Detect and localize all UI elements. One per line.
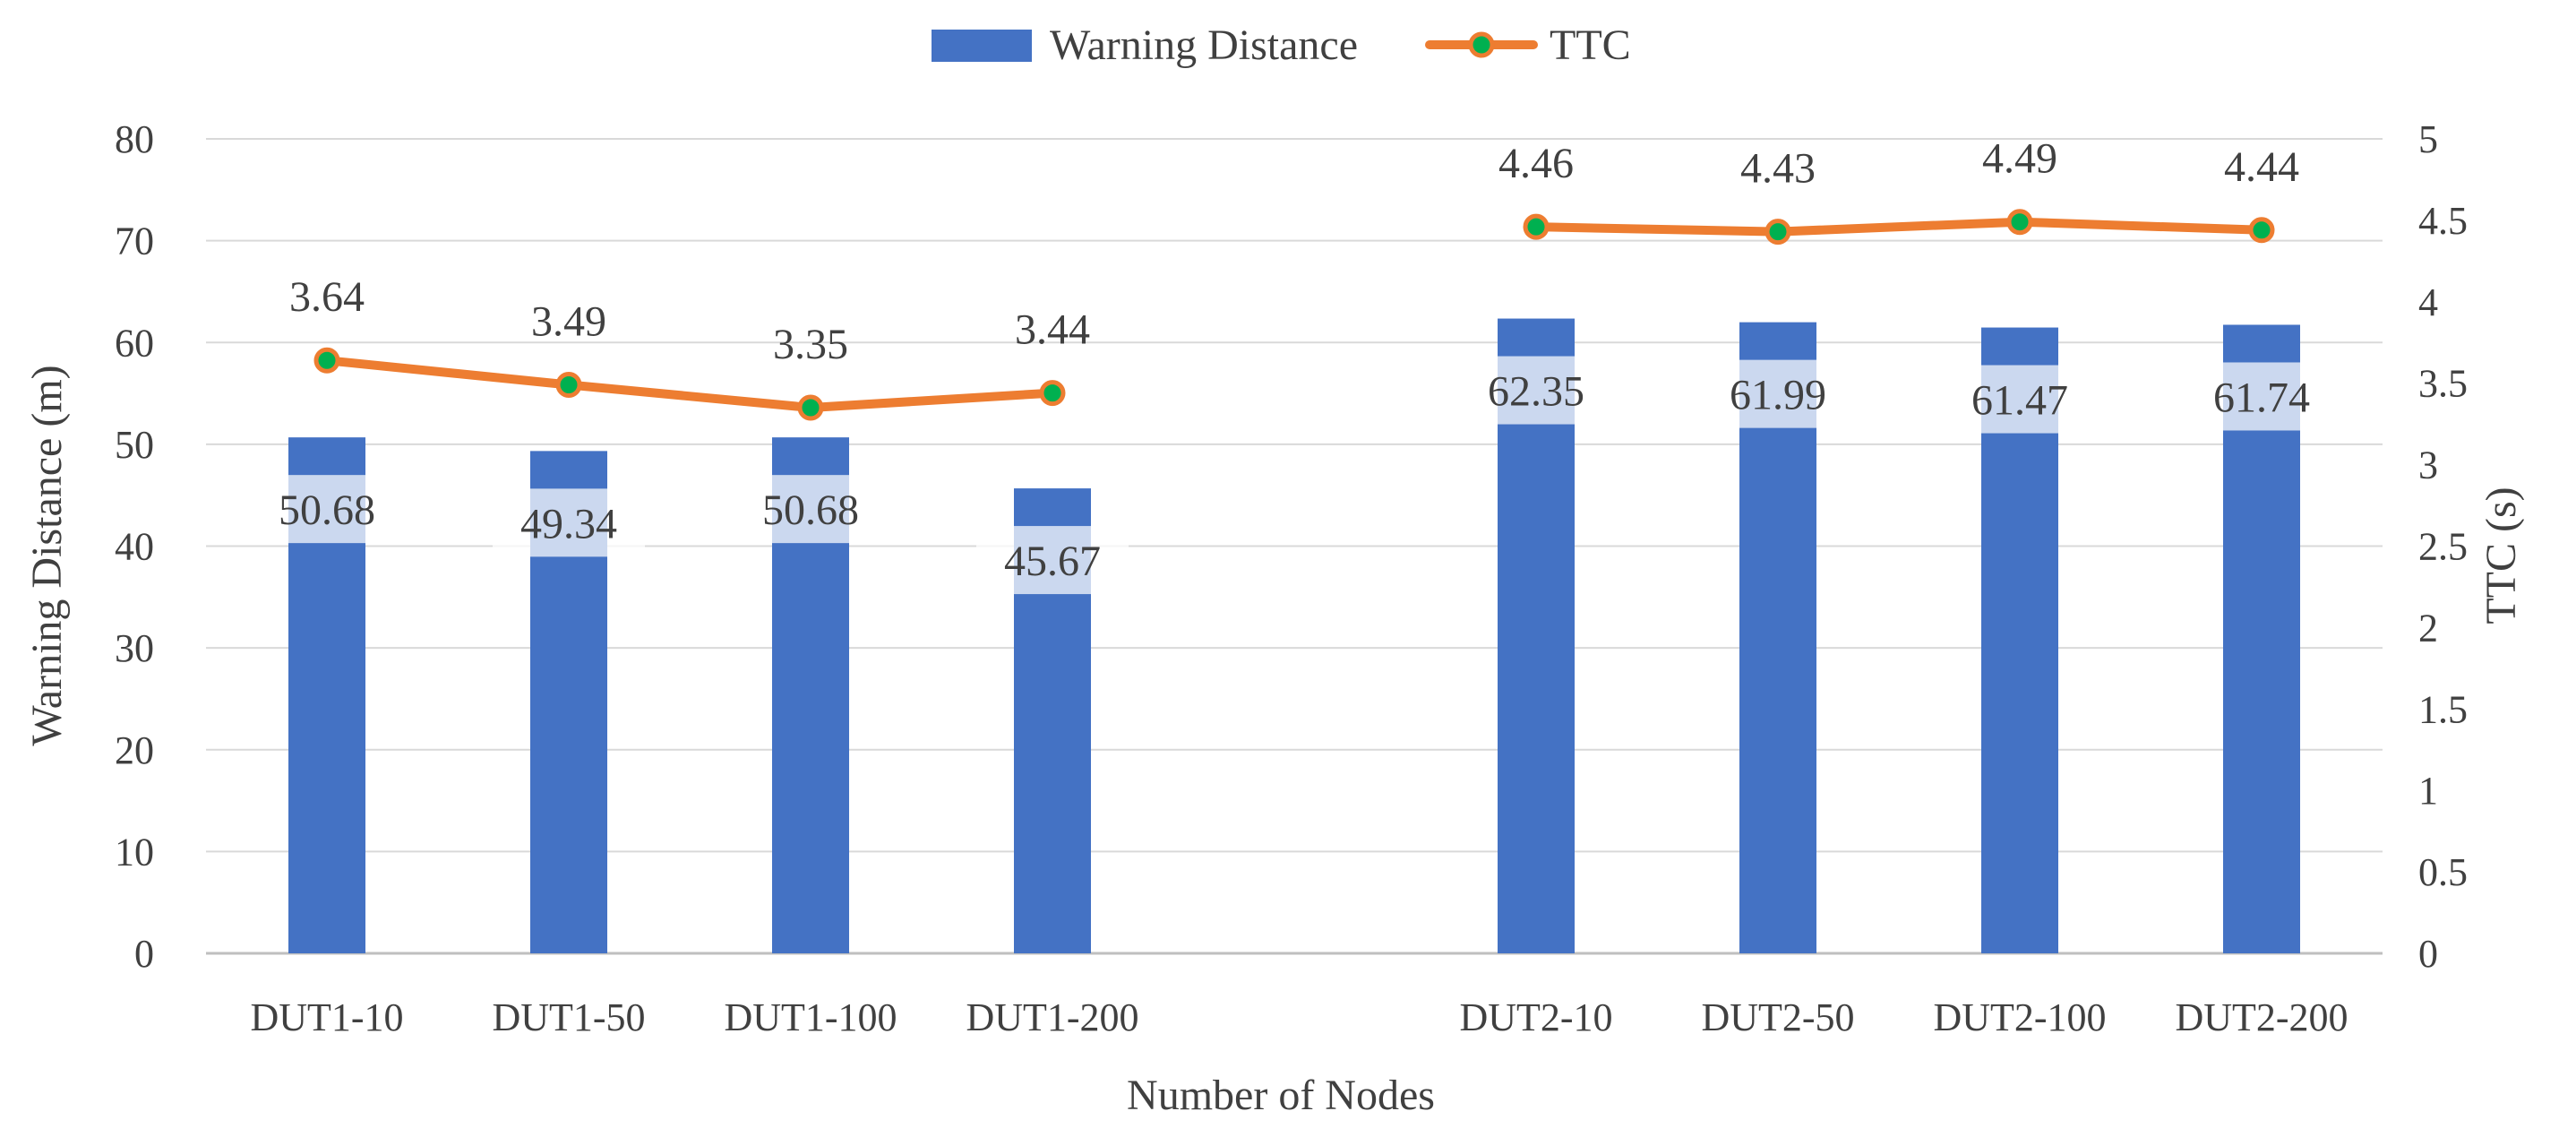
y2-tick-label: 3 xyxy=(2418,444,2438,487)
y2-axis-title: TTC (s) xyxy=(2477,487,2525,624)
ttc-line xyxy=(1532,217,2266,237)
y-tick-label: 10 xyxy=(115,830,154,874)
legend-swatch-warning-distance xyxy=(932,30,1032,62)
ttc-point xyxy=(313,347,340,374)
bar-data-label: 61.74 xyxy=(2213,374,2310,421)
ttc-point xyxy=(797,394,824,421)
y-tick-label: 40 xyxy=(115,525,154,569)
ttc-data-label: 4.43 xyxy=(1740,145,1816,193)
ttc-data-label: 4.44 xyxy=(2224,143,2299,191)
x-tick-label: DUT2-100 xyxy=(1933,995,2106,1039)
bar-data-label: 61.47 xyxy=(1971,377,2068,425)
bar-label-background xyxy=(251,475,403,544)
ttc-line xyxy=(322,356,1057,412)
y-tick-label: 30 xyxy=(115,626,154,670)
bar-label-background xyxy=(1702,359,1854,428)
y-tick-label: 50 xyxy=(115,423,154,467)
bar-label-background xyxy=(1944,365,2096,434)
x-axis-title: Number of Nodes xyxy=(1127,1072,1435,1119)
x-tick-label: DUT1-10 xyxy=(250,995,403,1039)
y2-tick-label: 1.5 xyxy=(2418,687,2468,731)
y-tick-label: 60 xyxy=(115,321,154,365)
bar xyxy=(1498,318,1575,954)
y2-tick-label: 1 xyxy=(2418,769,2438,813)
bar-data-label: 45.67 xyxy=(1004,538,1101,585)
ttc-point xyxy=(2006,209,2033,236)
bar-label-background xyxy=(2185,362,2338,431)
y-axis-title: Warning Distance (m) xyxy=(23,365,71,745)
y2-tick-label: 0 xyxy=(2418,932,2438,976)
bar-data-label: 50.68 xyxy=(279,487,375,534)
x-tick-label: DUT2-200 xyxy=(2175,995,2348,1039)
ttc-data-label: 4.46 xyxy=(1498,140,1574,187)
x-tick-label: DUT2-50 xyxy=(1701,995,1854,1039)
bar-series: 50.68 49.34 50.68 45.67 62.35 61.99 61.47 61.74 xyxy=(251,318,2338,954)
bar-label-background xyxy=(734,475,887,544)
bar-data-label: 62.35 xyxy=(1488,368,1584,416)
ttc-point xyxy=(2248,217,2275,244)
legend-label-warning-distance: Warning Distance xyxy=(1050,22,1358,69)
legend-marker-ttc xyxy=(1468,31,1495,58)
bar-label-background xyxy=(493,488,645,557)
y2-tick-label: 5 xyxy=(2418,117,2438,161)
ttc-data-label: 3.44 xyxy=(1015,306,1090,354)
bar-data-label: 49.34 xyxy=(520,500,617,547)
bar-data-label: 61.99 xyxy=(1730,372,1826,419)
bar-data-label: 50.68 xyxy=(762,487,859,534)
bar-label-background xyxy=(1460,356,1612,425)
ttc-data-label: 3.49 xyxy=(531,298,606,346)
x-tick-label: DUT1-50 xyxy=(492,995,645,1039)
ttc-point xyxy=(1039,380,1066,407)
legend: Warning Distance TTC xyxy=(932,22,1631,69)
ttc-data-label: 3.35 xyxy=(773,321,848,368)
y2-tick-label: 2 xyxy=(2418,606,2438,650)
y2-tick-label: 0.5 xyxy=(2418,850,2468,894)
x-tick-label: DUT1-100 xyxy=(724,995,897,1039)
y2-tick-label: 3.5 xyxy=(2418,362,2468,406)
y2-tick-label: 4 xyxy=(2418,280,2438,324)
right-axis-ticks: 0 0.5 1 1.5 2 2.5 3 3.5 4 4.5 5 xyxy=(2418,117,2468,976)
x-tick-label: DUT2-10 xyxy=(1459,995,1612,1039)
ttc-point xyxy=(1765,219,1791,245)
x-axis-ticks: DUT1-10 DUT1-50 DUT1-100 DUT1-200 DUT2-10 DUT… xyxy=(250,995,2348,1039)
y-tick-label: 70 xyxy=(115,220,154,263)
ttc-data-label: 3.64 xyxy=(289,273,365,321)
y-tick-label: 80 xyxy=(115,117,154,161)
ttc-point xyxy=(1523,213,1550,240)
y2-tick-label: 4.5 xyxy=(2418,199,2468,243)
x-tick-label: DUT1-200 xyxy=(966,995,1138,1039)
y-tick-label: 20 xyxy=(115,728,154,772)
bar-label-background xyxy=(976,526,1129,595)
line-series: 3.64 3.49 3.35 3.44 4.46 4.43 4.49 4.44 xyxy=(289,135,2299,421)
ttc-data-label: 4.49 xyxy=(1982,135,2057,183)
y2-tick-label: 2.5 xyxy=(2418,525,2468,569)
left-axis-ticks: 0 10 20 30 40 50 60 70 80 xyxy=(115,117,154,976)
legend-label-ttc: TTC xyxy=(1550,22,1631,69)
ttc-point xyxy=(555,372,582,399)
y-tick-label: 0 xyxy=(134,932,154,976)
